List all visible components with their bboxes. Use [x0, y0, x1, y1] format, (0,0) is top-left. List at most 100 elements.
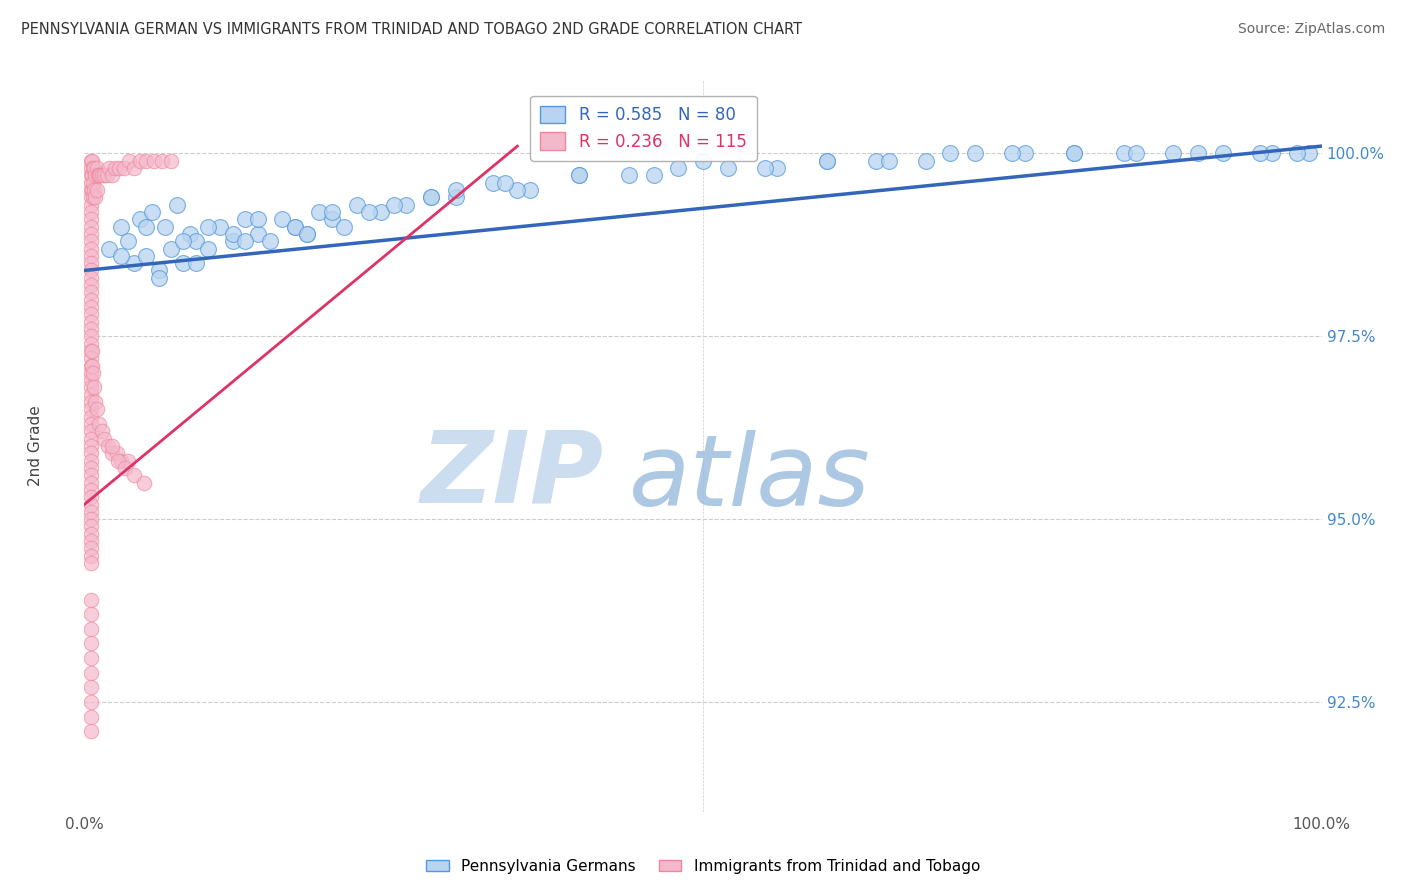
Point — [100, 439, 122, 453]
Point — [79, 425, 101, 439]
Point — [82, 190, 104, 204]
Legend: R = 0.585   N = 80, R = 0.236   N = 115: R = 0.585 N = 80, R = 0.236 N = 115 — [530, 96, 756, 161]
Point — [107, 453, 129, 467]
Point — [132, 475, 155, 490]
Point — [79, 402, 101, 417]
Point — [84, 169, 107, 183]
Point — [419, 190, 441, 204]
Point — [84, 395, 107, 409]
Point — [815, 153, 838, 168]
Text: PENNSYLVANIA GERMAN VS IMMIGRANTS FROM TRINIDAD AND TOBAGO 2ND GRADE CORRELATION: PENNSYLVANIA GERMAN VS IMMIGRANTS FROM T… — [21, 22, 803, 37]
Point — [209, 219, 232, 234]
Point — [122, 161, 145, 175]
Point — [79, 724, 101, 739]
Text: Source: ZipAtlas.com: Source: ZipAtlas.com — [1237, 22, 1385, 37]
Legend: Pennsylvania Germans, Immigrants from Trinidad and Tobago: Pennsylvania Germans, Immigrants from Tr… — [420, 853, 986, 880]
Point — [79, 322, 101, 336]
Point — [160, 153, 183, 168]
Point — [79, 468, 101, 483]
Point — [122, 468, 145, 483]
Point — [79, 498, 101, 512]
Point — [83, 380, 105, 394]
Point — [197, 219, 219, 234]
Point — [222, 227, 245, 241]
Point — [117, 453, 139, 467]
Point — [1125, 146, 1147, 161]
Point — [79, 695, 101, 709]
Point — [79, 219, 101, 234]
Point — [79, 453, 101, 467]
Point — [79, 512, 101, 526]
Text: 2nd Grade: 2nd Grade — [28, 406, 42, 486]
Point — [79, 242, 101, 256]
Point — [766, 161, 789, 175]
Point — [79, 636, 101, 650]
Point — [233, 212, 256, 227]
Point — [80, 153, 103, 168]
Point — [135, 153, 157, 168]
Point — [1001, 146, 1024, 161]
Point — [79, 249, 101, 263]
Point — [1063, 146, 1085, 161]
Point — [166, 197, 188, 211]
Point — [96, 169, 118, 183]
Point — [89, 417, 111, 431]
Point — [93, 169, 115, 183]
Point — [877, 153, 900, 168]
Point — [80, 183, 103, 197]
Point — [382, 197, 405, 211]
Point — [79, 336, 101, 351]
Point — [79, 234, 101, 248]
Point — [79, 534, 101, 549]
Point — [395, 197, 418, 211]
Point — [1261, 146, 1284, 161]
Point — [79, 622, 101, 636]
Point — [271, 212, 294, 227]
Point — [150, 153, 173, 168]
Point — [79, 475, 101, 490]
Point — [86, 161, 108, 175]
Point — [1212, 146, 1234, 161]
Point — [82, 161, 104, 175]
Point — [172, 234, 194, 248]
Point — [79, 483, 101, 497]
Point — [79, 417, 101, 431]
Point — [79, 278, 101, 293]
Point — [79, 541, 101, 556]
Point — [90, 169, 112, 183]
Point — [79, 153, 101, 168]
Point — [112, 161, 135, 175]
Point — [692, 153, 714, 168]
Point — [79, 439, 101, 453]
Point — [321, 212, 343, 227]
Point — [98, 242, 121, 256]
Point — [100, 169, 122, 183]
Point — [79, 190, 101, 204]
Point — [717, 161, 740, 175]
Point — [643, 169, 665, 183]
Point — [110, 249, 132, 263]
Point — [79, 197, 101, 211]
Point — [79, 446, 101, 460]
Point — [83, 161, 105, 175]
Point — [197, 242, 219, 256]
Point — [117, 234, 139, 248]
Point — [333, 219, 356, 234]
Point — [419, 190, 441, 204]
Point — [86, 183, 108, 197]
Point — [93, 432, 115, 446]
Point — [79, 351, 101, 366]
Point — [98, 161, 121, 175]
Point — [568, 169, 591, 183]
Point — [295, 227, 318, 241]
Point — [79, 285, 101, 300]
Point — [82, 176, 104, 190]
Point — [148, 270, 170, 285]
Point — [1285, 146, 1308, 161]
Point — [284, 219, 307, 234]
Point — [666, 161, 689, 175]
Point — [79, 300, 101, 314]
Point — [79, 395, 101, 409]
Point — [80, 359, 103, 373]
Point — [129, 212, 152, 227]
